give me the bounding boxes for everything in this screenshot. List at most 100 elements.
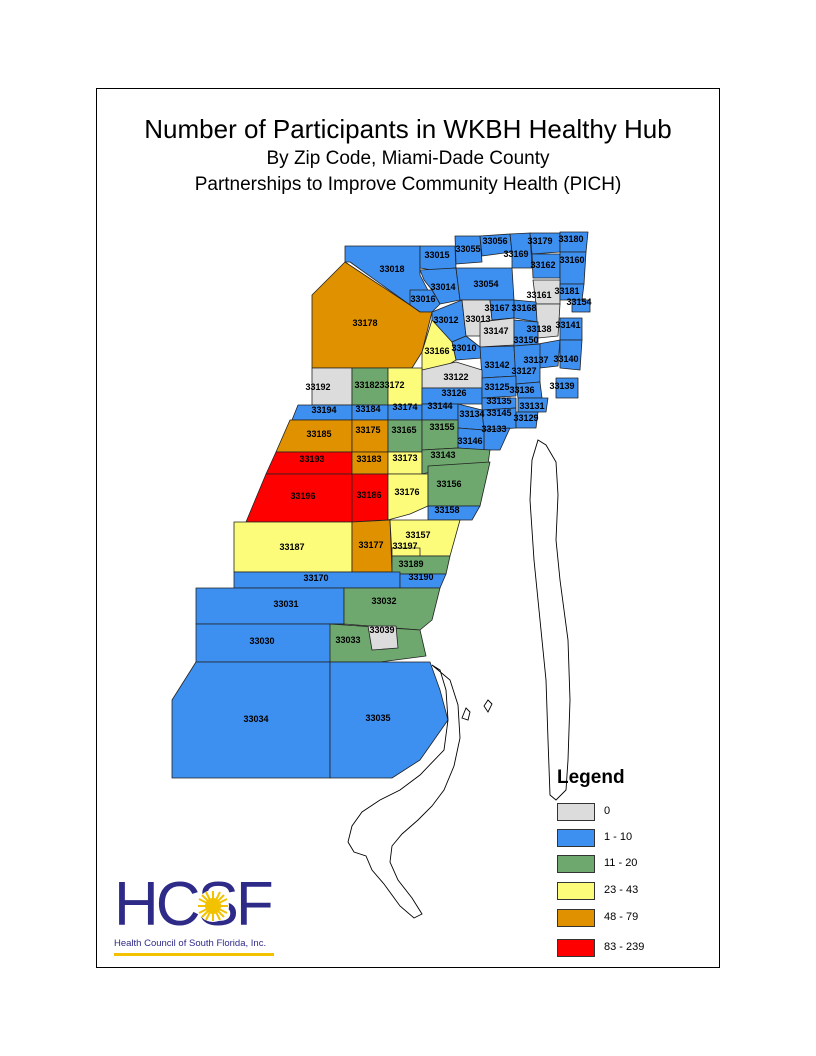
- map-title: Number of Participants in WKBH Healthy H…: [144, 114, 672, 144]
- zip-label-33133: 33133: [481, 424, 506, 434]
- zip-label-33146: 33146: [457, 436, 482, 446]
- zip-label-33135: 33135: [486, 396, 511, 406]
- zip-label-33155: 33155: [429, 422, 454, 432]
- zip-label-33032: 33032: [371, 596, 396, 606]
- zip-region-33125: [481, 375, 517, 399]
- zip-label-33126: 33126: [441, 388, 466, 398]
- zip-label-33157: 33157: [405, 530, 430, 540]
- map-frame: [96, 88, 720, 968]
- zip-label-33170: 33170: [303, 573, 328, 583]
- zip-label-33136: 33136: [509, 385, 534, 395]
- zip-label-33173: 33173: [392, 453, 417, 463]
- zip-region-33055: [454, 235, 483, 265]
- zip-region-33140: [559, 339, 583, 371]
- zip-label-33138: 33138: [526, 324, 551, 334]
- zip-label-33182: 33182: [354, 380, 379, 390]
- legend-title: Legend: [557, 767, 625, 788]
- zip-label-33055: 33055: [455, 244, 480, 254]
- zip-label-33192: 33192: [305, 382, 330, 392]
- zip-label-33012: 33012: [433, 315, 458, 325]
- zip-label-33169: 33169: [503, 249, 528, 259]
- legend-swatch-1-10: [557, 829, 595, 847]
- zip-label-33161: 33161: [526, 290, 551, 300]
- zip-label-33018: 33018: [379, 264, 404, 274]
- hcsf-logo-letters: HCSF: [114, 870, 274, 939]
- zip-label-33167: 33167: [484, 303, 509, 313]
- zip-label-33140: 33140: [553, 354, 578, 364]
- legend-swatch-0: [557, 803, 595, 821]
- zip-region-33039: [367, 625, 399, 651]
- zip-label-33158: 33158: [434, 505, 459, 515]
- zip-label-33186: 33186: [356, 490, 381, 500]
- zip-label-33142: 33142: [484, 360, 509, 370]
- zip-label-33035: 33035: [365, 713, 390, 723]
- zip-label-33010: 33010: [451, 343, 476, 353]
- zip-label-33180: 33180: [558, 234, 583, 244]
- hcsf-logo: HCSF Health Council of South Florida, In…: [114, 872, 284, 958]
- zip-label-33131: 33131: [519, 401, 544, 411]
- zip-label-33197: 33197: [392, 541, 417, 551]
- map-subtitle-county: By Zip Code, Miami-Dade County: [266, 148, 550, 169]
- zip-label-33039: 33039: [369, 625, 394, 635]
- legend-label-0: 0: [604, 805, 611, 817]
- zip-label-33014: 33014: [430, 282, 455, 292]
- zip-label-33160: 33160: [559, 255, 584, 265]
- zip-region-33158: [427, 505, 481, 521]
- zip-label-33194: 33194: [311, 405, 336, 415]
- legend-label-1-10: 1 - 10: [604, 831, 633, 843]
- hcsf-logo-rule: [114, 953, 274, 956]
- zip-label-33144: 33144: [427, 401, 452, 411]
- zip-label-33177: 33177: [358, 540, 383, 550]
- zip-label-33122: 33122: [443, 372, 468, 382]
- zip-region-33139: [555, 377, 579, 399]
- zip-label-33143: 33143: [430, 450, 455, 460]
- zip-label-33168: 33168: [511, 303, 536, 313]
- zip-label-33134: 33134: [459, 409, 484, 419]
- zip-label-33193: 33193: [299, 454, 324, 464]
- zip-label-33187: 33187: [279, 542, 304, 552]
- map-subtitle-program: Partnerships to Improve Community Health…: [194, 174, 622, 195]
- legend-label-48-79: 48 - 79: [604, 911, 639, 923]
- legend-swatch-83-239: [557, 939, 595, 957]
- zip-label-33141: 33141: [555, 320, 580, 330]
- zip-label-33034: 33034: [243, 714, 268, 724]
- zip-label-33185: 33185: [306, 429, 331, 439]
- zip-label-33166: 33166: [424, 346, 449, 356]
- legend-label-23-43: 23 - 43: [604, 884, 639, 896]
- zip-label-33172: 33172: [379, 380, 404, 390]
- zip-region-33154: [571, 299, 591, 313]
- zip-label-33031: 33031: [273, 599, 298, 609]
- zip-label-33054: 33054: [473, 279, 498, 289]
- legend-swatch-48-79: [557, 909, 595, 927]
- zip-label-33175: 33175: [355, 425, 380, 435]
- zip-label-33189: 33189: [398, 559, 423, 569]
- zip-label-33030: 33030: [249, 636, 274, 646]
- zip-label-33015: 33015: [424, 250, 449, 260]
- zip-label-33162: 33162: [530, 260, 555, 270]
- zip-label-33196: 33196: [290, 491, 315, 501]
- hcsf-logo-tagline: Health Council of South Florida, Inc.: [114, 938, 267, 949]
- sun-icon: [197, 890, 229, 922]
- zip-label-33190: 33190: [408, 572, 433, 582]
- zip-label-33176: 33176: [394, 487, 419, 497]
- zip-region-33031: [195, 587, 345, 625]
- zip-region-33129: [515, 411, 539, 429]
- zip-label-33137: 33137: [523, 355, 548, 365]
- zip-label-33129: 33129: [513, 413, 538, 423]
- legend-swatch-23-43: [557, 882, 595, 900]
- zip-region-33035: [329, 661, 449, 779]
- zip-label-33147: 33147: [483, 326, 508, 336]
- zip-label-33154: 33154: [566, 297, 591, 307]
- zip-label-33181: 33181: [554, 286, 579, 296]
- zip-label-33056: 33056: [482, 236, 507, 246]
- zip-label-33139: 33139: [549, 381, 574, 391]
- zip-label-33183: 33183: [356, 454, 381, 464]
- coastline-outline: [347, 439, 571, 919]
- zip-region-33169: [509, 232, 533, 269]
- zip-label-33184: 33184: [355, 404, 380, 414]
- legend-swatch-11-20: [557, 855, 595, 873]
- zip-label-33016: 33016: [410, 294, 435, 304]
- legend-label-11-20: 11 - 20: [604, 857, 638, 869]
- legend-label-83-239: 83 - 239: [604, 941, 645, 953]
